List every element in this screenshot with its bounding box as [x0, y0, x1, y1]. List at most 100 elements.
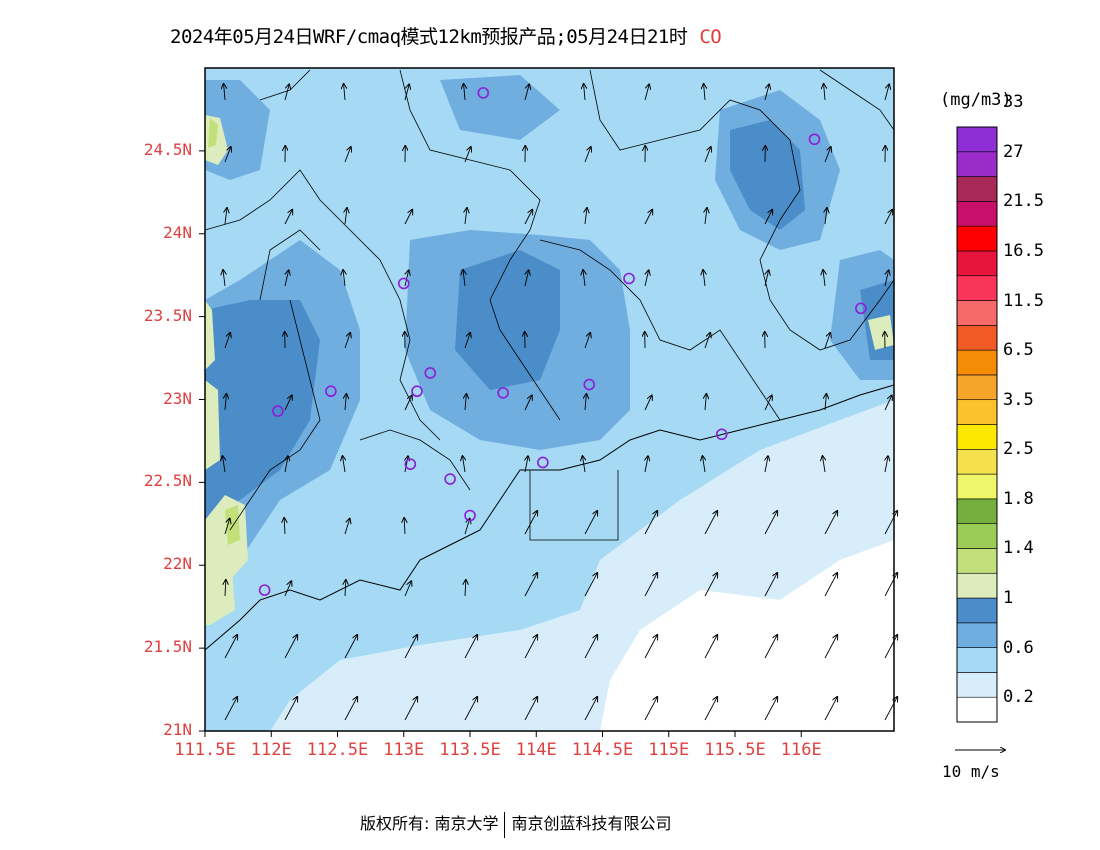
- wind-arrow: [284, 210, 292, 225]
- wind-arrow: [585, 208, 587, 225]
- map-title: 2024年05月24日WRF/cmaq模式12km预报产品;05月24日21时 C…: [170, 22, 722, 49]
- station-marker: [397, 277, 410, 290]
- wind-arrow: [704, 635, 717, 659]
- colorbar-swatch: [956, 597, 998, 624]
- copyright-separator: [504, 811, 506, 838]
- wind-arrow: [344, 635, 357, 659]
- station-marker: [477, 87, 490, 99]
- wind-arrow: [584, 84, 585, 101]
- title-text: 2024年05月24日WRF/cmaq模式12km预报产品;05月24日21时: [170, 26, 688, 48]
- wind-arrow: [465, 394, 466, 411]
- wind-arrow: [884, 511, 897, 535]
- wind-arrow: [285, 456, 288, 473]
- monitoring-stations: [258, 87, 867, 596]
- wind-arrow: [704, 84, 705, 101]
- colorbar-swatch: [956, 647, 998, 673]
- wind-arrow: [764, 697, 777, 721]
- lon-tick-label: 112.5E: [306, 740, 369, 760]
- wind-arrow: [345, 580, 346, 597]
- wind-arrow: [764, 511, 777, 535]
- colorbar-frame: [956, 126, 998, 723]
- lat-tick-label: 24.5N: [143, 139, 192, 159]
- colorbar-tick-label: 1: [1003, 588, 1014, 609]
- wind-arrow: [585, 394, 586, 411]
- wind-arrow: [885, 270, 889, 287]
- wind-arrow: [584, 511, 597, 535]
- colorbar-tick-label: 6.5: [1003, 340, 1034, 361]
- wind-arrow: [703, 270, 705, 287]
- wind-arrow: [884, 85, 889, 101]
- station-marker: [464, 509, 476, 522]
- station-marker: [583, 378, 596, 391]
- wind-arrow: [824, 333, 830, 349]
- wind-arrow: [344, 147, 351, 163]
- station-marker: [497, 387, 509, 399]
- reference-vector-label: 10 m/s: [942, 762, 1000, 781]
- wind-arrow: [345, 208, 347, 225]
- lon-tick-label: 113.5E: [439, 740, 501, 760]
- wind-arrow: [644, 697, 657, 721]
- concentration-field: [205, 68, 894, 731]
- wind-arrow: [764, 85, 769, 101]
- wind-arrow: [284, 697, 297, 721]
- lat-tick-label: 22.5N: [143, 471, 192, 491]
- wind-arrow: [285, 270, 289, 287]
- wind-arrow: [524, 511, 537, 535]
- lon-tick-label: 112E: [250, 740, 292, 760]
- wind-arrow: [704, 333, 710, 349]
- station-marker: [715, 428, 728, 441]
- colorbar-tick-label: 27: [1003, 141, 1024, 162]
- station-marker: [537, 456, 549, 469]
- wind-arrow: [824, 573, 837, 597]
- colorbar-swatch: [956, 572, 998, 599]
- wind-arrow: [284, 395, 292, 411]
- wind-arrow: [224, 333, 230, 349]
- wind-arrow: [404, 635, 417, 659]
- wind-arrow: [343, 270, 345, 287]
- wind-arrow: [344, 519, 350, 535]
- colorbar-swatch: [956, 250, 998, 277]
- axis-ticks: [199, 150, 802, 737]
- colorbar-swatch: [956, 622, 998, 648]
- wind-arrow: [884, 697, 897, 721]
- copyright-prefix: 版权所有: 南京大学: [360, 814, 499, 833]
- wind-arrow: [704, 511, 717, 535]
- wind-arrow: [524, 395, 532, 411]
- colorbar-tick-label: 3.5: [1003, 389, 1034, 410]
- colorbar-tick-label: 33: [1003, 92, 1024, 113]
- wind-arrow: [225, 208, 227, 225]
- wind-arrow: [644, 395, 652, 411]
- wind-arrow: [824, 147, 831, 163]
- wind-arrow: [344, 84, 345, 101]
- wind-arrow: [404, 395, 412, 411]
- wind-arrow: [584, 333, 590, 349]
- wind-arrow: [705, 208, 707, 225]
- wind-arrow: [704, 697, 717, 721]
- wind-arrow: [644, 210, 652, 225]
- colorbar-swatch: [956, 448, 998, 475]
- wind-arrow: [885, 456, 888, 473]
- station-marker: [404, 458, 417, 470]
- wind-arrow: [645, 270, 649, 287]
- wind-arrow: [584, 635, 597, 659]
- wind-arrow: [464, 697, 477, 721]
- colorbar-swatch: [956, 275, 998, 301]
- wind-arrow: [644, 85, 649, 101]
- colorbar-swatch: [956, 325, 998, 351]
- wind-arrow: [225, 580, 226, 597]
- colorbar-tick-label: 21.5: [1003, 191, 1044, 212]
- wind-arrow: [525, 270, 529, 287]
- wind-arrow: [222, 456, 225, 473]
- wind-arrow: [584, 573, 597, 597]
- wind-arrow: [705, 394, 706, 411]
- wind-arrow: [644, 511, 657, 535]
- station-marker: [855, 302, 867, 315]
- wind-arrow: [224, 635, 237, 659]
- colorbar: [956, 126, 998, 723]
- wind-arrow: [404, 518, 405, 535]
- wind-arrow: [465, 580, 466, 597]
- lat-tick-label: 24N: [163, 222, 192, 242]
- wind-arrow: [765, 270, 769, 287]
- wind-arrow: [224, 147, 231, 163]
- wind-arrow: [822, 456, 825, 473]
